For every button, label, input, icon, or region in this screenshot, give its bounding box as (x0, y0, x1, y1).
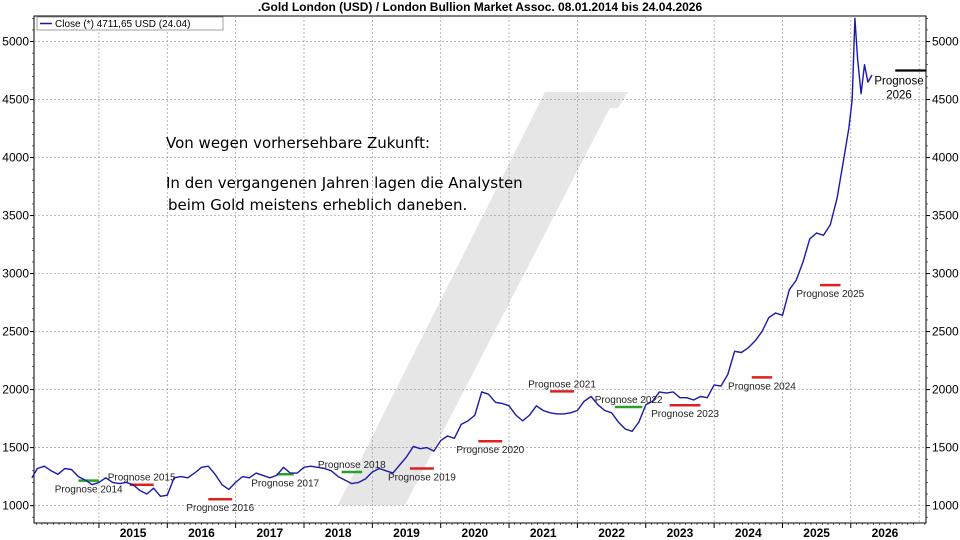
y-tick-label: 3500 (2, 209, 29, 223)
y-tick-label: 2500 (2, 325, 29, 339)
x-tick-label: 2016 (188, 526, 215, 540)
forecast-label-2026-line2: 2026 (886, 90, 912, 102)
forecast-label: Prognose 2018 (318, 460, 386, 471)
chart-title: .Gold London (USD) / London Bullion Mark… (258, 0, 703, 14)
x-tick-label: 2020 (462, 526, 489, 540)
y-tick-label: 1500 (2, 441, 29, 455)
y-tick-label: 3000 (932, 267, 959, 281)
x-tick-label: 2021 (530, 526, 557, 540)
series-line-close (31, 17, 873, 497)
y-tick-label: 5000 (2, 35, 29, 49)
forecast-label: Prognose 2020 (456, 445, 524, 456)
y-tick-label: 1000 (2, 499, 29, 513)
y-tick-label: 4500 (2, 93, 29, 107)
legend-box (36, 16, 224, 31)
grid-lines (34, 16, 926, 523)
x-tick-label: 2026 (872, 526, 899, 540)
forecast-label: Prognose 2014 (55, 485, 123, 496)
x-tick-label: 2015 (120, 526, 147, 540)
x-tick-label: 2024 (735, 526, 762, 540)
forecast-label-2026-line1: Prognose (874, 76, 923, 88)
y-axis-right: 1000 1500 2000 2500 3000 3500 4000 4500 5000 (926, 18, 959, 518)
forecast-label: Prognose 2021 (528, 379, 596, 390)
y-tick-label: 5000 (932, 35, 959, 49)
x-axis: 2015 2016 2017 2018 2019 2020 2021 2022 2023 2024… (35, 523, 926, 540)
x-tick-label: 2023 (667, 526, 694, 540)
y-tick-label: 2000 (2, 383, 29, 397)
forecast-label: Prognose 2022 (595, 395, 663, 406)
x-tick-label: 2018 (325, 526, 352, 540)
forecast-label: Prognose 2015 (108, 473, 176, 484)
y-tick-label: 2500 (932, 325, 959, 339)
forecast-label: Prognose 2025 (796, 289, 864, 300)
forecast-label: Prognose 2016 (186, 503, 254, 514)
y-tick-label: 2000 (932, 383, 959, 397)
x-tick-label: 2025 (803, 526, 830, 540)
x-tick-label: 2019 (393, 526, 420, 540)
y-tick-label: 1000 (932, 499, 959, 513)
annotation-text: Von wegen vorhersehbare Zukunft: In den … (166, 134, 523, 214)
annotation-line-1: Von wegen vorhersehbare Zukunft: (166, 134, 430, 152)
annotation-line-2: In den vergangenen Jahren lagen die Anal… (166, 174, 523, 192)
y-axis-left: 1000 1500 2000 2500 3000 3500 4000 4500 5000 (2, 18, 34, 518)
legend: Close (*) 4711,65 USD (24.04) (36, 16, 224, 31)
y-tick-label: 3000 (2, 267, 29, 281)
forecast-label: Prognose 2024 (728, 381, 796, 392)
y-tick-label: 4500 (932, 93, 959, 107)
forecast-label: Prognose 2023 (651, 409, 719, 420)
forecast-label: Prognose 2019 (388, 472, 456, 483)
forecast-label: Prognose 2017 (251, 478, 319, 489)
x-tick-label: 2022 (598, 526, 625, 540)
legend-label: Close (*) 4711,65 USD (24.04) (55, 19, 190, 30)
y-tick-label: 4000 (2, 151, 29, 165)
watermark-logo (338, 92, 628, 505)
y-tick-label: 3500 (932, 209, 959, 223)
y-tick-label: 1500 (932, 441, 959, 455)
y-tick-label: 4000 (932, 151, 959, 165)
annotation-line-3: beim Gold meistens erheblich daneben. (168, 196, 467, 214)
x-tick-label: 2017 (256, 526, 283, 540)
